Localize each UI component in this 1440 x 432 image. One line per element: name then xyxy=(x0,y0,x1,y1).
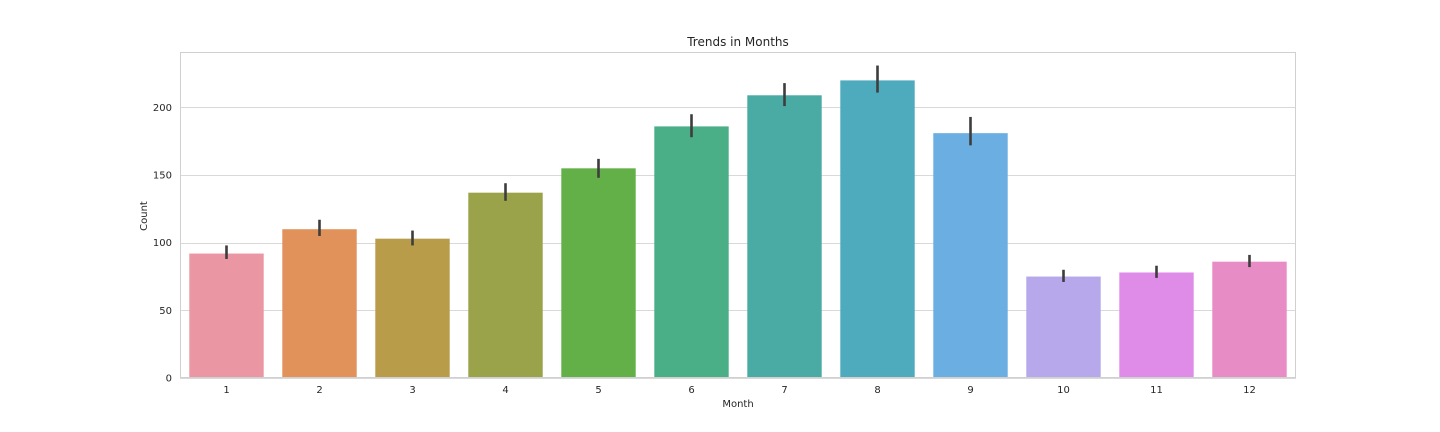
bar-month-9 xyxy=(933,133,1008,378)
x-tick-label: 3 xyxy=(409,385,415,396)
grid-lines xyxy=(180,107,1296,379)
x-tick-label: 5 xyxy=(595,385,601,396)
x-tick-label: 7 xyxy=(781,385,787,396)
y-tick-labels: 0 50 100 150 200 xyxy=(153,103,172,385)
y-tick-label: 0 xyxy=(166,374,172,385)
bars xyxy=(189,80,1287,378)
bar-month-3 xyxy=(375,238,450,378)
bar-month-7 xyxy=(747,95,822,378)
y-axis-label: Count xyxy=(139,201,150,231)
bar-month-8 xyxy=(840,80,915,378)
x-tick-label: 10 xyxy=(1057,385,1070,396)
x-tick-label: 8 xyxy=(874,385,880,396)
y-tick-label: 150 xyxy=(153,171,172,182)
x-tick-label: 2 xyxy=(316,385,322,396)
bar-month-5 xyxy=(561,168,636,378)
plot-frame xyxy=(180,52,1296,378)
x-tick-label: 9 xyxy=(967,385,973,396)
bar-month-10 xyxy=(1026,276,1101,378)
bar-month-1 xyxy=(189,253,264,378)
x-tick-label: 6 xyxy=(688,385,694,396)
x-tick-label: 12 xyxy=(1243,385,1256,396)
bar-month-4 xyxy=(468,192,543,378)
chart-title: Trends in Months xyxy=(686,35,789,49)
bar-month-12 xyxy=(1212,261,1287,378)
x-tick-labels: 1 2 3 4 5 6 7 8 9 10 11 12 xyxy=(223,385,1256,396)
x-axis-label: Month xyxy=(722,399,753,410)
error-bars xyxy=(225,65,1251,282)
x-tick-label: 11 xyxy=(1150,385,1163,396)
bar-month-11 xyxy=(1119,272,1194,378)
bar-month-6 xyxy=(654,126,729,378)
bar-month-2 xyxy=(282,229,357,378)
x-tick-label: 1 xyxy=(223,385,229,396)
x-tick-label: 4 xyxy=(502,385,508,396)
y-tick-label: 100 xyxy=(153,238,172,249)
y-tick-label: 50 xyxy=(159,306,172,317)
y-tick-label: 200 xyxy=(153,103,172,114)
